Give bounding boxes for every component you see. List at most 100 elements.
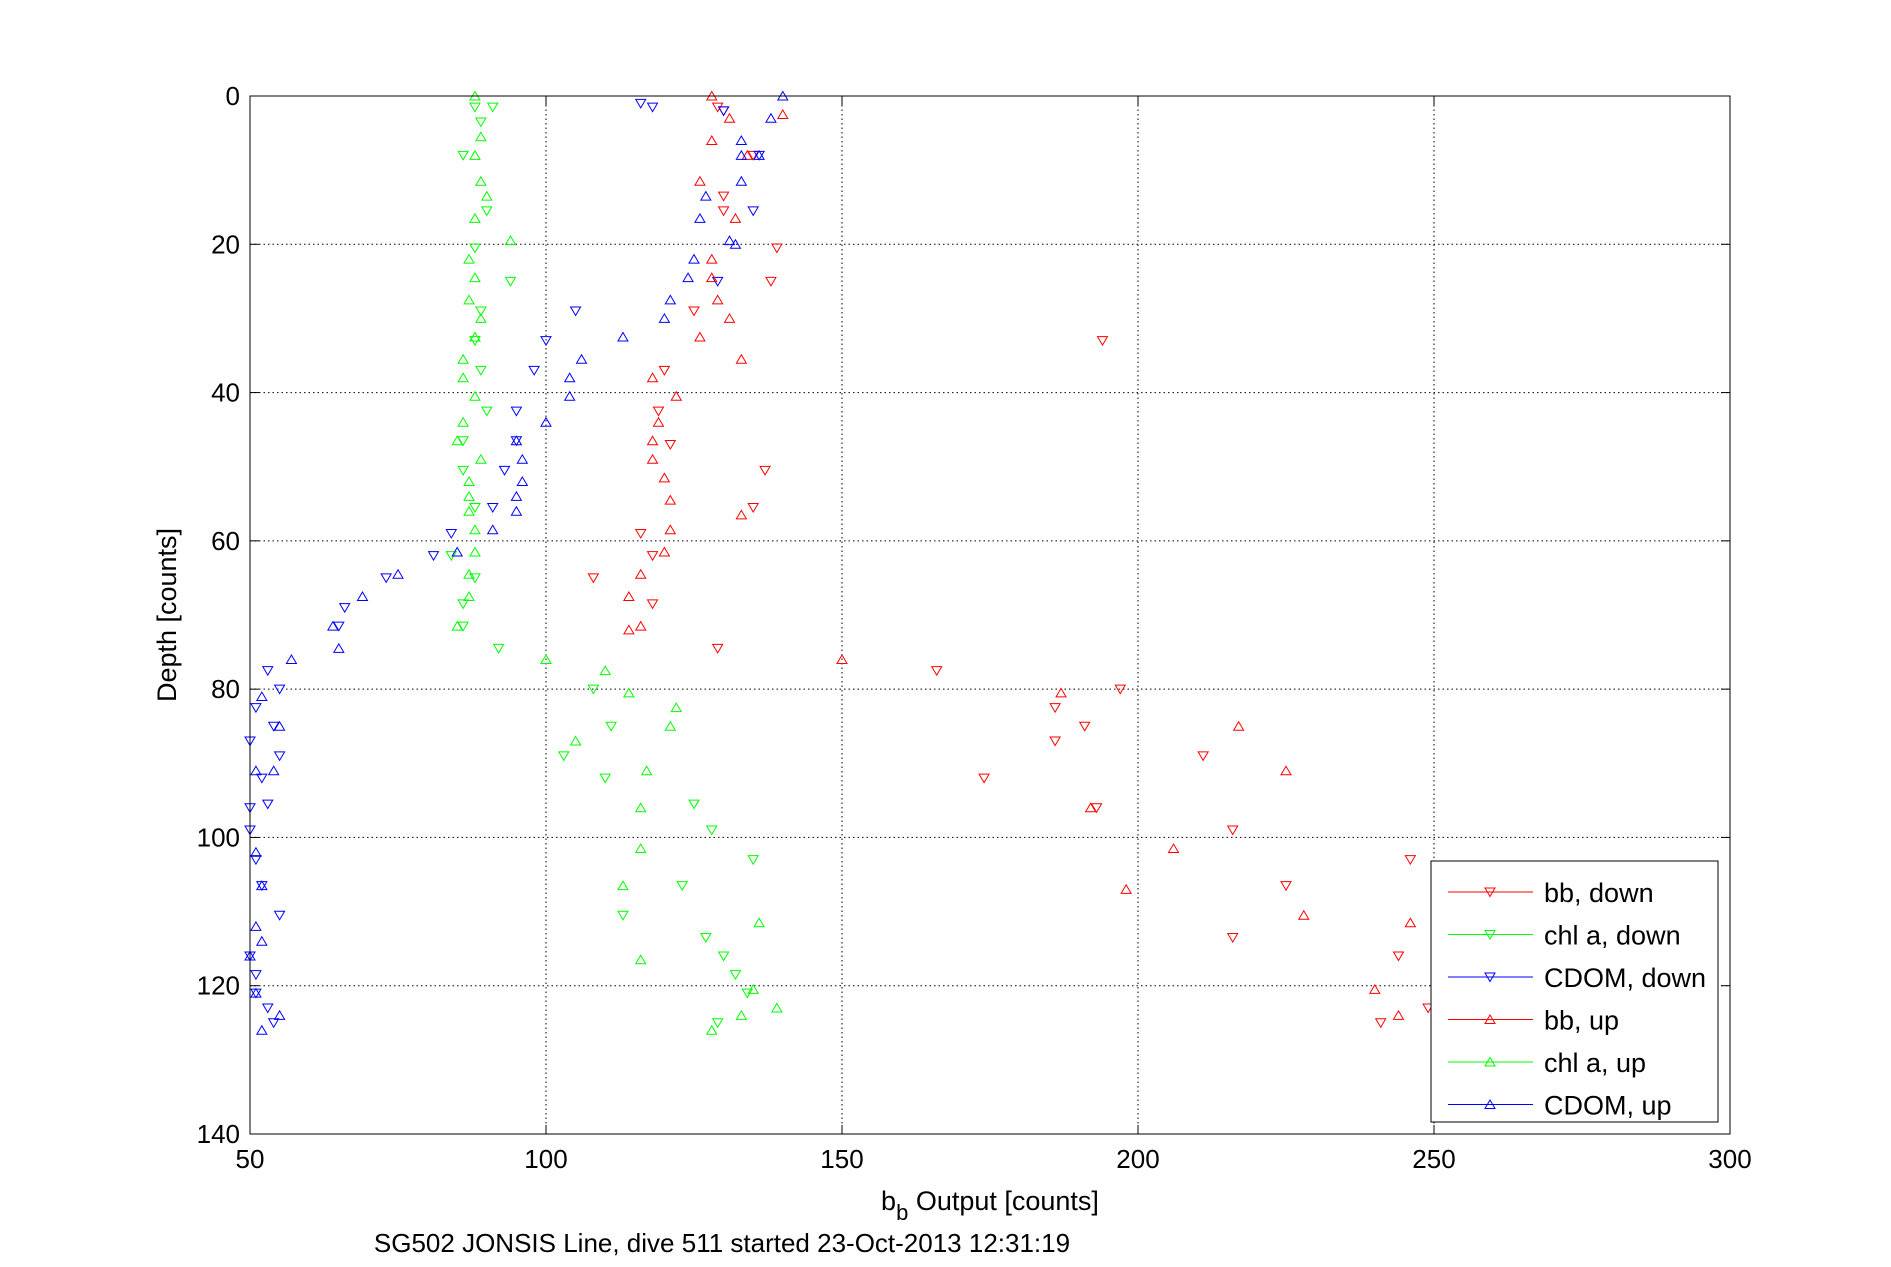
- point-cdom-down: [747, 206, 760, 217]
- legend-label: CDOM, up: [1544, 1091, 1672, 1121]
- point-chl-a-up: [475, 312, 487, 323]
- point-cdom-up: [273, 1009, 286, 1020]
- legend-marker: [1484, 930, 1496, 940]
- point-bb-down: [747, 502, 760, 513]
- point-bb-up: [1368, 983, 1381, 994]
- point-bb-up: [694, 175, 706, 186]
- point-chl-a-up: [469, 149, 481, 160]
- point-chl-a-down: [480, 406, 493, 417]
- point-cdom-down: [717, 106, 730, 117]
- point-chl-a-up: [747, 983, 760, 994]
- legend: bb, down chl a, down CDOM, down bb, up chl a…: [1430, 860, 1719, 1123]
- point-bb-down: [930, 666, 943, 677]
- x-tick-label: 250: [1412, 1144, 1455, 1174]
- y-tick-label: 60: [211, 526, 240, 556]
- point-chl-a-down: [475, 365, 487, 376]
- point-cdom-up: [735, 175, 748, 186]
- point-chl-a-up: [451, 435, 464, 446]
- point-chl-a-down: [729, 970, 742, 981]
- legend-label: bb, up: [1544, 1006, 1619, 1036]
- point-cdom-down: [273, 684, 286, 695]
- point-chl-a-down: [486, 102, 499, 113]
- point-bb-up: [735, 509, 748, 520]
- point-cdom-up: [510, 505, 523, 516]
- legend-marker: [1484, 972, 1496, 983]
- y-tick-label: 100: [197, 822, 240, 852]
- point-chl-a-up: [634, 802, 647, 813]
- point-cdom-up: [332, 642, 345, 653]
- x-tick-label: 200: [1116, 1144, 1159, 1174]
- point-chl-a-down: [475, 117, 487, 128]
- point-bb-down: [1114, 684, 1127, 695]
- point-chl-a-up: [540, 653, 552, 664]
- point-bb-down: [747, 150, 760, 161]
- point-cdom-up: [255, 880, 268, 891]
- point-bb-up: [836, 653, 848, 664]
- point-chl-a-up: [475, 131, 487, 142]
- point-cdom-up: [250, 765, 262, 776]
- point-cdom-down: [540, 336, 552, 347]
- y-axis-label: Depth [counts]: [152, 528, 182, 702]
- x-tick-label: 300: [1708, 1144, 1751, 1174]
- point-bb-up: [623, 624, 635, 635]
- point-chl-a-down: [480, 206, 493, 217]
- point-bb-up: [705, 272, 718, 283]
- point-chl-a-up: [475, 453, 487, 464]
- point-bb-up: [623, 590, 635, 601]
- point-cdom-down: [261, 1003, 274, 1014]
- point-cdom-down: [510, 436, 523, 447]
- point-chl-a-down: [676, 881, 689, 892]
- point-cdom-up: [723, 235, 736, 246]
- point-bb-up: [652, 416, 665, 427]
- point-bb-up: [646, 372, 659, 383]
- point-chl-a-up: [463, 568, 475, 579]
- point-chl-a-up: [463, 505, 475, 516]
- point-chl-a-up: [640, 765, 653, 776]
- point-cdom-up: [765, 112, 777, 123]
- point-bb-down: [1078, 721, 1091, 732]
- legend-label: bb, down: [1544, 878, 1654, 908]
- point-bb-down: [717, 191, 730, 202]
- point-cdom-up: [658, 312, 671, 323]
- legend-label: CDOM, down: [1544, 963, 1706, 993]
- point-chl-a-down: [469, 502, 481, 513]
- point-bb-down: [1090, 803, 1103, 814]
- point-chl-a-down: [717, 951, 730, 962]
- point-bb-down: [717, 206, 730, 217]
- point-chl-a-up: [569, 735, 582, 746]
- point-cdom-down: [267, 1018, 280, 1029]
- point-chl-a-up: [664, 720, 677, 731]
- point-chl-a-down: [457, 465, 469, 476]
- point-chl-a-up: [469, 524, 481, 535]
- point-bb-up: [711, 294, 724, 305]
- point-bb-up: [723, 312, 736, 323]
- point-cdom-down: [569, 306, 582, 317]
- point-cdom-down: [498, 465, 511, 476]
- point-cdom-up: [735, 149, 748, 160]
- point-chl-a-up: [469, 331, 481, 342]
- point-cdom-down: [250, 988, 262, 999]
- point-bb-down: [1096, 336, 1109, 347]
- point-cdom-down: [380, 573, 393, 584]
- point-cdom-up: [563, 390, 576, 401]
- point-cdom-up: [516, 453, 529, 464]
- point-chl-a-up: [469, 390, 481, 401]
- point-cdom-up: [327, 620, 339, 631]
- point-chl-a-down: [705, 825, 718, 836]
- point-chl-a-up: [735, 1009, 748, 1020]
- point-chl-a-up: [451, 620, 464, 631]
- point-cdom-up: [664, 294, 677, 305]
- point-bb-down: [587, 573, 600, 584]
- point-bb-down: [1226, 825, 1239, 836]
- point-cdom-up: [735, 134, 748, 145]
- x-axis-label: bb Output [counts]: [881, 1186, 1099, 1225]
- point-cdom-down: [427, 551, 440, 562]
- point-cdom-up: [255, 691, 268, 702]
- plot-frame: [249, 95, 1731, 1135]
- point-bb-up: [694, 331, 706, 342]
- point-bb-up: [646, 435, 659, 446]
- point-cdom-down: [445, 528, 458, 539]
- y-tick-label: 0: [226, 81, 240, 111]
- point-chl-a-up: [475, 175, 487, 186]
